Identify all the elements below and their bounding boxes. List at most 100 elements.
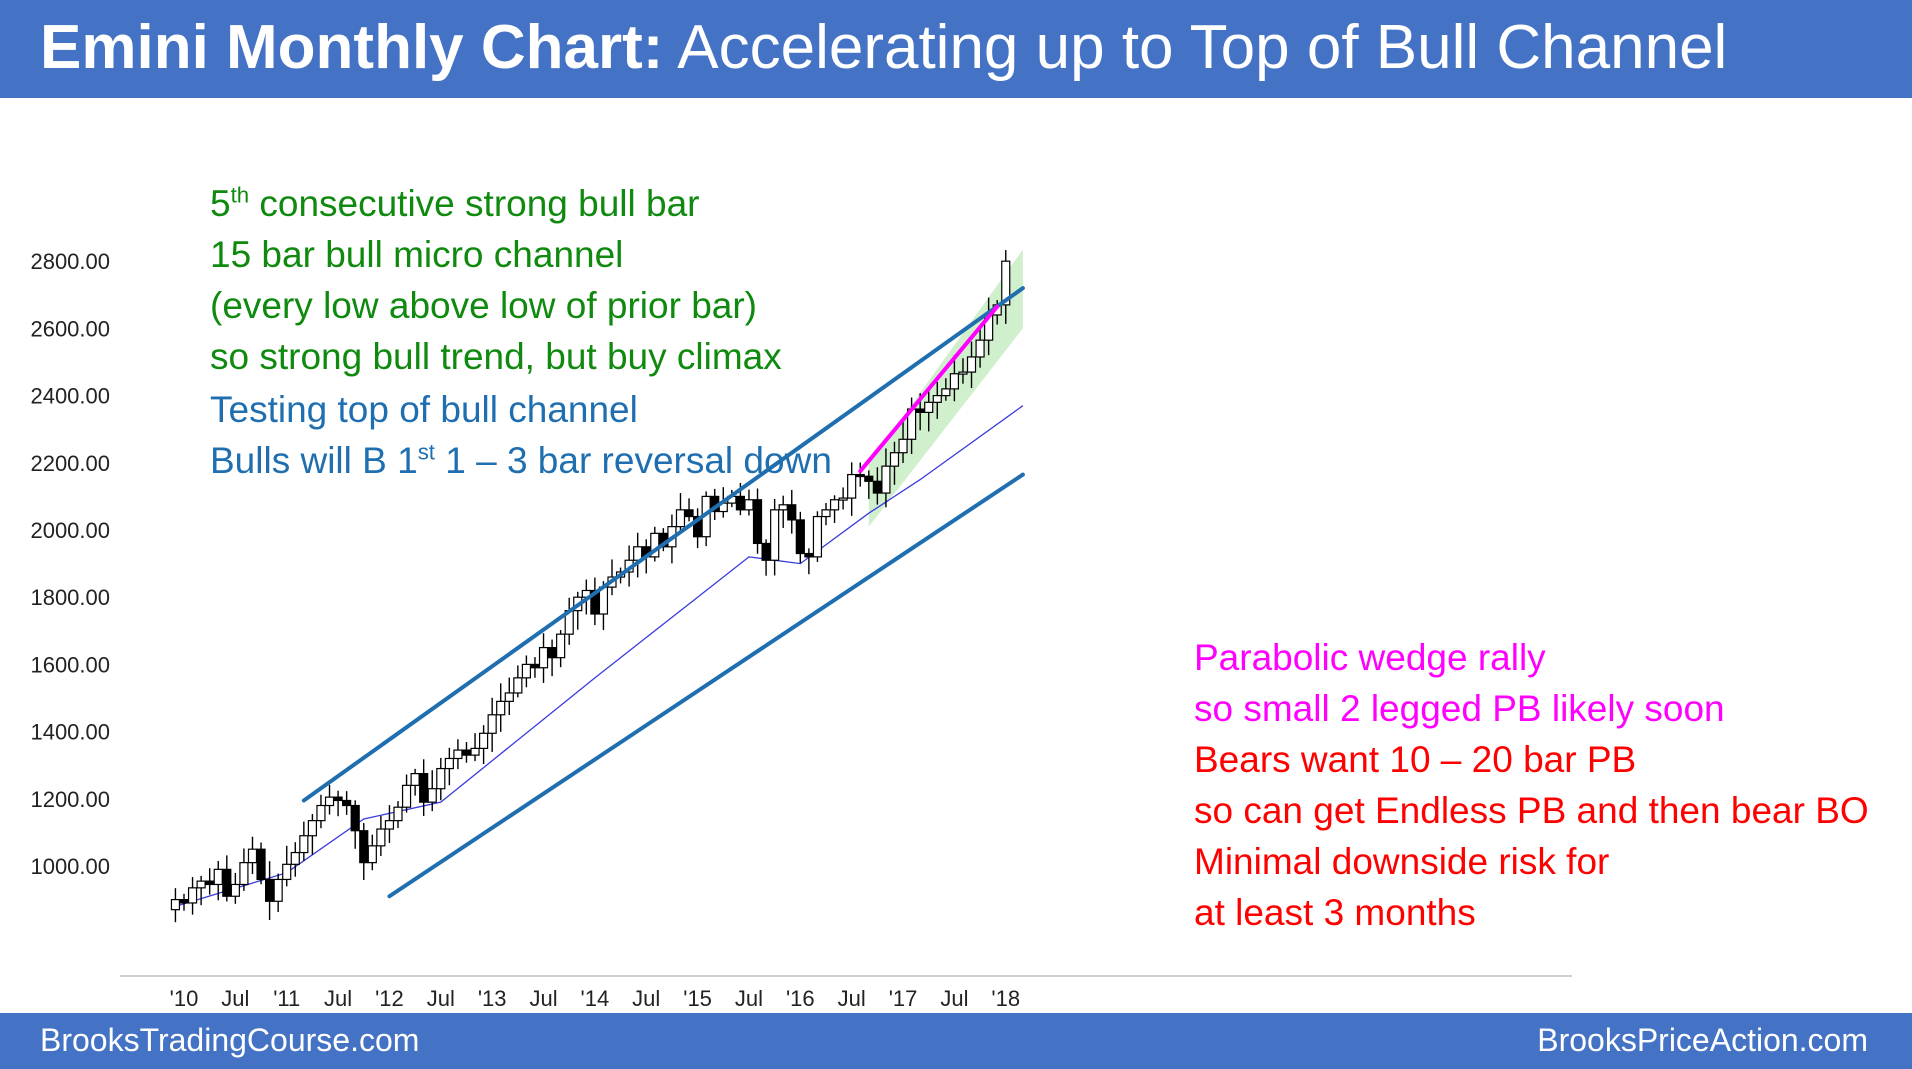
bull-candle	[958, 371, 968, 375]
y-tick-label: 1200.00	[30, 787, 110, 812]
bull-candle	[556, 633, 566, 659]
annotation-line: Minimal downside risk for	[1194, 841, 1610, 882]
green-annotation: 5th consecutive strong bull bar 15 bar bu…	[210, 178, 782, 382]
annotation-superscript: th	[230, 182, 250, 208]
x-tick-label: Jul	[427, 986, 455, 1011]
x-tick-label: Jul	[940, 986, 968, 1011]
bull-candle	[427, 788, 437, 803]
bear-candle	[864, 475, 874, 482]
x-tick-label: '17	[889, 986, 918, 1011]
bull-candle	[778, 504, 788, 511]
bull-candle	[829, 499, 840, 511]
x-tick-label: '16	[786, 986, 815, 1011]
bull-candle	[170, 898, 181, 911]
bull-candle	[307, 820, 317, 837]
magenta-annotation: Parabolic wedge rally so small 2 legged P…	[1194, 632, 1725, 734]
candlestick-chart: 1000.00 1200.00 1400.00 1600.00 1800.00 2000.…	[30, 249, 1572, 1011]
x-tick-label: Jul	[324, 986, 352, 1011]
footer-left-link[interactable]: BrooksTradingCourse.com	[40, 1022, 420, 1058]
bull-candle	[393, 806, 403, 822]
annotation-line: so can get Endless PB and then bear BO	[1194, 790, 1869, 831]
wedge-line	[858, 304, 1000, 474]
channel-top-line	[301, 286, 1025, 803]
bull-candle	[889, 452, 900, 467]
bear-candle	[804, 552, 814, 558]
bull-candle	[770, 509, 780, 561]
annotation-text: 5	[210, 183, 231, 224]
bull-candle	[247, 848, 258, 864]
bull-candle	[521, 663, 532, 679]
footer-bar: BrooksTradingCourse.com BrooksPriceActio…	[0, 1013, 1912, 1069]
bull-candle	[538, 646, 549, 669]
annotation-line: Testing top of bull channel	[210, 384, 832, 435]
x-tick-label: '12	[375, 986, 404, 1011]
x-tick-label: '10	[170, 986, 199, 1011]
y-tick-label: 2600.00	[30, 316, 110, 341]
x-tick-label: '11	[273, 986, 300, 1011]
bear-candle	[419, 772, 429, 803]
bull-candle	[975, 339, 985, 358]
bear-candle	[359, 830, 369, 864]
y-tick-label: 2400.00	[30, 384, 110, 409]
bull-candle	[941, 388, 951, 397]
bull-candle	[290, 851, 300, 865]
bear-candle	[684, 509, 694, 518]
annotation-line: (every low above low of prior bar)	[210, 280, 782, 331]
red-annotation: Bears want 10 – 20 bar PB so can get Endl…	[1194, 734, 1869, 938]
channel-bottom-line	[387, 472, 1025, 899]
y-tick-label: 2000.00	[30, 518, 110, 543]
bull-candle	[367, 845, 377, 864]
bull-candle	[196, 880, 206, 889]
annotation-line: so small 2 legged PB likely soon	[1194, 688, 1725, 729]
x-tick-label: Jul	[221, 986, 249, 1011]
page-title: Emini Monthly Chart: Accelerating up to …	[40, 8, 1727, 88]
annotation-line: so strong bull trend, but buy climax	[210, 331, 782, 382]
bull-candle	[847, 473, 857, 499]
y-tick-label: 2200.00	[30, 451, 110, 476]
bull-candle	[324, 796, 335, 807]
y-tick-label: 1600.00	[30, 652, 110, 677]
annotation-line: Parabolic wedge rally	[1194, 637, 1546, 678]
bear-candle	[855, 473, 865, 478]
annotation-text: so strong bull trend, but buy climax	[210, 336, 782, 377]
x-tick-label: '15	[683, 986, 712, 1011]
bull-candle	[444, 757, 454, 770]
annotation-line: Bears want 10 – 20 bar PB	[1194, 739, 1637, 780]
bull-candle	[187, 887, 198, 904]
annotation-text: 1 – 3 bar reversal down	[434, 440, 832, 481]
bull-candle	[1001, 260, 1011, 306]
bull-candle	[932, 395, 942, 403]
bull-candle	[898, 438, 908, 454]
page-title-bold: Emini Monthly Chart:	[40, 13, 664, 82]
bull-candle	[513, 677, 523, 694]
bull-candle	[316, 804, 326, 822]
bear-candle	[179, 898, 189, 904]
bull-candle	[821, 509, 831, 518]
page-title-rest: Accelerating up to Top of Bull Channel	[677, 13, 1728, 82]
bear-candle	[333, 796, 343, 802]
footer-right-link[interactable]: BrooksPriceAction.com	[1537, 1022, 1868, 1058]
bull-candle	[239, 862, 249, 886]
annotation-line: Bulls will B 1st 1 – 3 bar reversal down	[210, 435, 832, 486]
annotation-line: 15 bar bull micro channel	[210, 229, 782, 280]
bear-candle	[752, 499, 763, 545]
bear-candle	[915, 408, 925, 414]
annotation-text: Bulls will B 1	[210, 440, 418, 481]
x-tick-label: Jul	[838, 986, 866, 1011]
bull-candle	[384, 820, 395, 830]
y-tick-label: 1800.00	[30, 585, 110, 610]
y-tick-label: 2800.00	[30, 249, 110, 274]
title-bar: Emini Monthly Chart: Accelerating up to …	[0, 0, 1912, 98]
bear-candle	[530, 663, 540, 669]
y-tick-label: 1400.00	[30, 720, 110, 745]
x-tick-label: Jul	[632, 986, 660, 1011]
annotation-text: 15 bar bull micro channel	[210, 234, 624, 275]
bull-candle	[470, 747, 480, 756]
bear-candle	[872, 480, 882, 494]
bull-candle	[436, 767, 446, 790]
bull-candle	[479, 732, 489, 750]
x-tick-label: Jul	[529, 986, 557, 1011]
annotation-text: consecutive strong bull bar	[249, 183, 700, 224]
bear-candle	[461, 749, 472, 756]
bull-candle	[410, 772, 420, 786]
